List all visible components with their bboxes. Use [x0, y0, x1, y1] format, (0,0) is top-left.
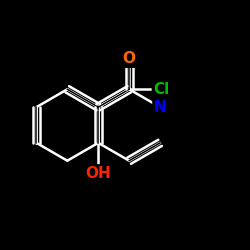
- Text: OH: OH: [85, 166, 111, 181]
- Text: Cl: Cl: [153, 82, 170, 97]
- Text: N: N: [154, 100, 166, 115]
- Text: O: O: [123, 52, 136, 66]
